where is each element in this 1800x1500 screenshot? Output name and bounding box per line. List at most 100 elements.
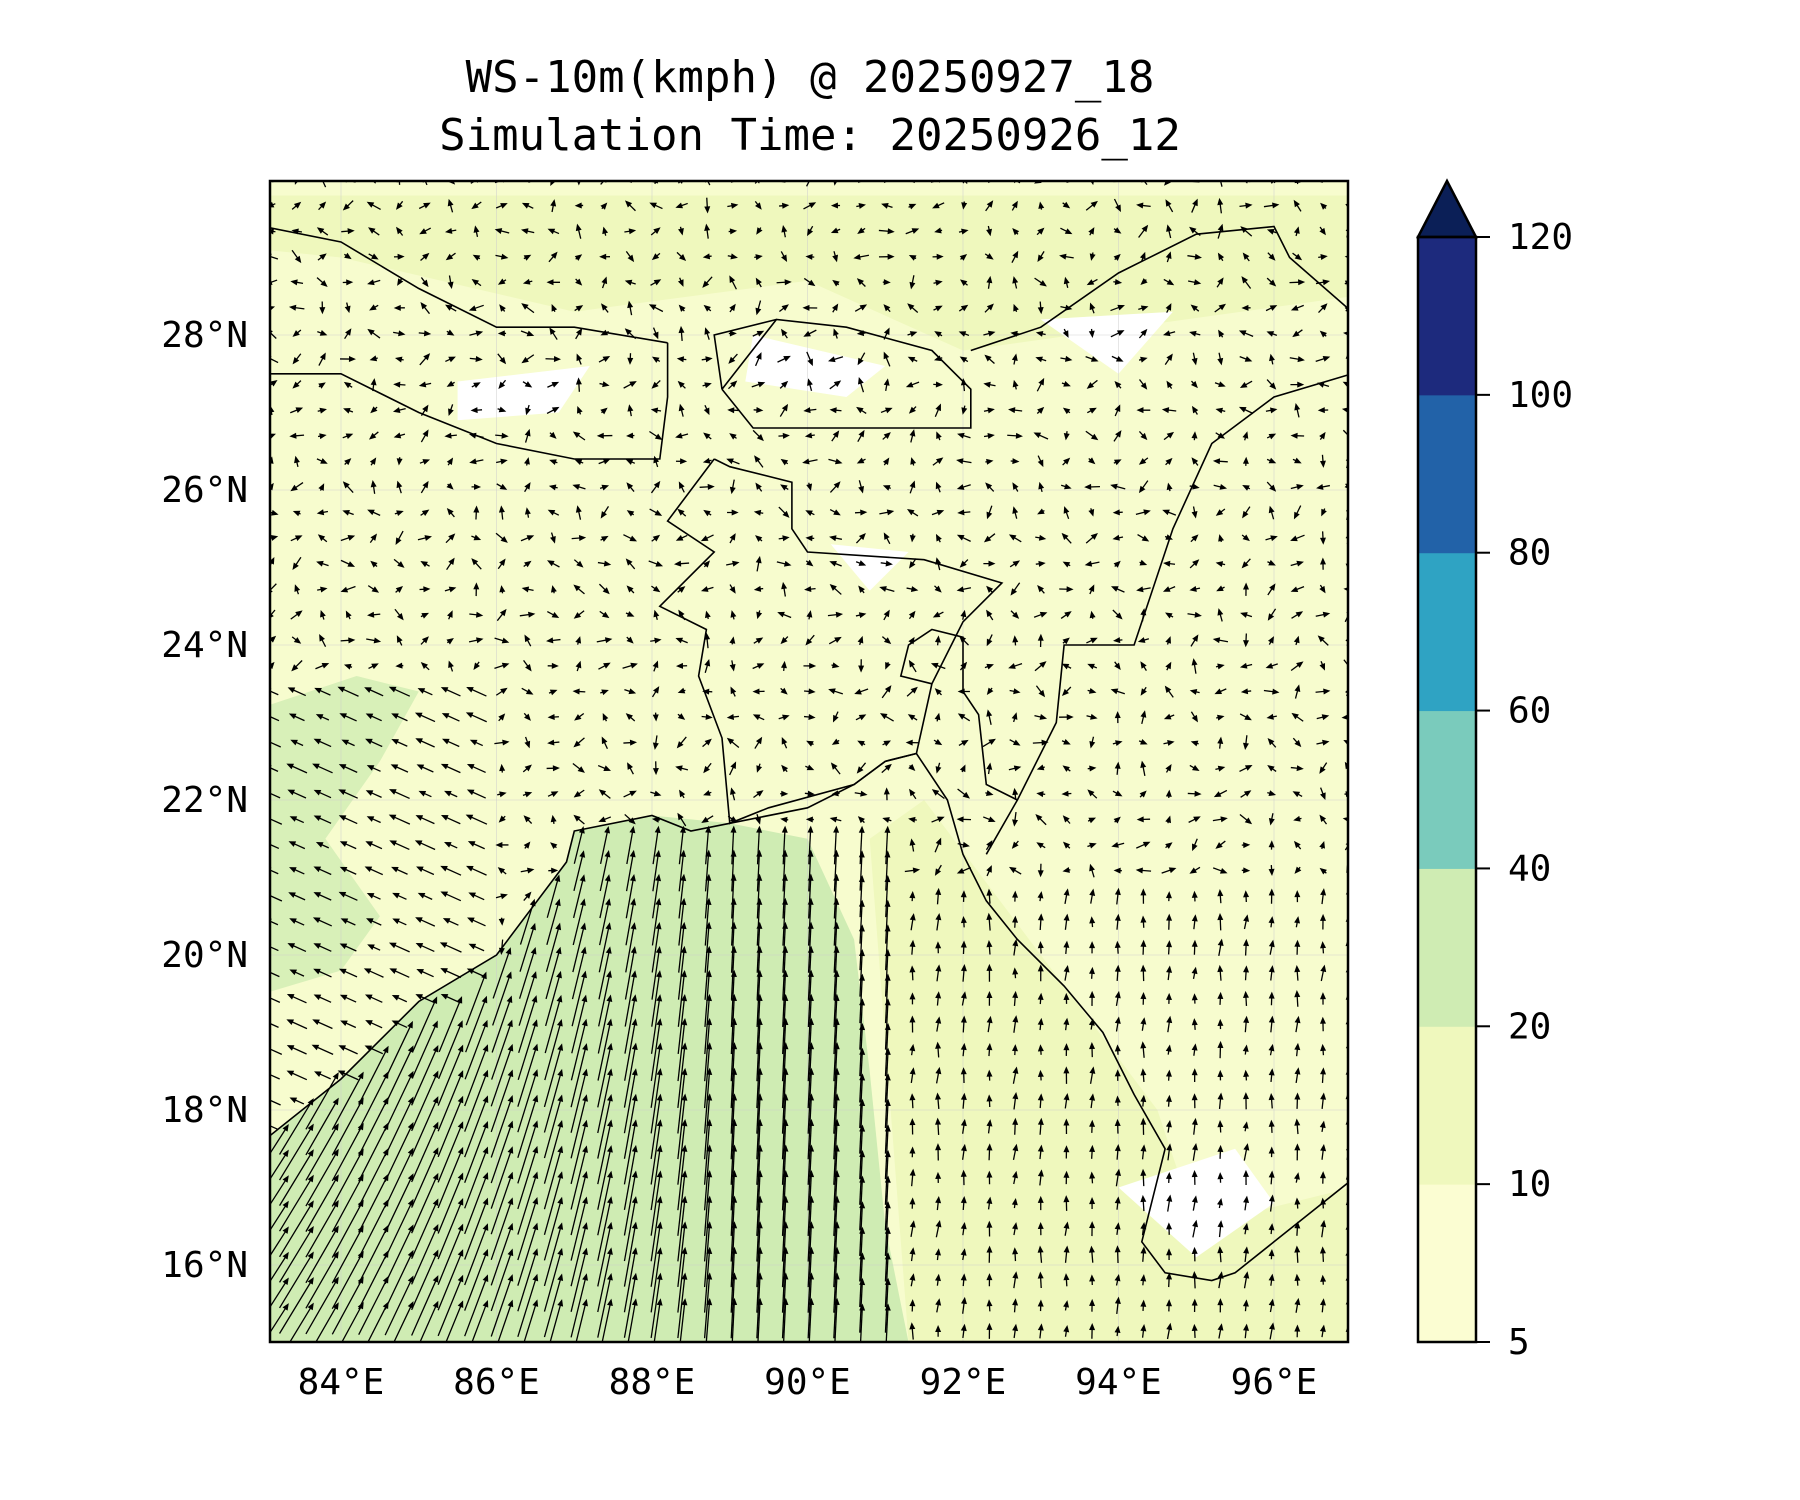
wind-arrow — [1318, 254, 1328, 260]
wind-arrow — [1294, 402, 1301, 418]
wind-arrow — [522, 764, 532, 773]
wind-arrow — [1138, 430, 1148, 441]
wind-arrow — [598, 898, 612, 946]
wind-arrow — [446, 508, 455, 518]
wind-arrow — [905, 739, 920, 746]
wind-arrow — [650, 407, 662, 414]
wind-arrow — [1242, 456, 1249, 466]
wind-arrow — [650, 1018, 663, 1082]
wind-arrow — [651, 252, 661, 261]
wind-arrow — [653, 609, 660, 620]
wind-arrow — [490, 1171, 514, 1235]
wind-arrow — [803, 329, 817, 337]
wind-arrow — [1320, 1274, 1327, 1285]
wind-arrow — [1165, 457, 1173, 466]
wind-arrow — [444, 586, 457, 593]
wind-arrow — [1243, 938, 1250, 956]
wind-arrow — [411, 1121, 439, 1183]
wind-arrow — [466, 764, 486, 774]
wind-arrow — [677, 1067, 688, 1134]
wind-arrow — [803, 407, 817, 414]
wind-arrow — [469, 611, 484, 618]
wind-arrow — [523, 660, 532, 672]
wind-arrow — [1113, 198, 1121, 213]
wind-arrow — [833, 328, 839, 339]
wind-arrow — [523, 712, 531, 721]
wind-arrow — [319, 301, 326, 315]
wind-arrow — [1217, 1120, 1224, 1133]
wind-arrow — [1190, 740, 1199, 747]
wind-arrow — [1189, 585, 1201, 592]
wind-arrow — [1140, 661, 1147, 672]
wind-arrow — [883, 304, 891, 313]
wind-arrow — [803, 202, 817, 210]
wind-arrow — [909, 533, 916, 543]
wind-arrow — [1011, 200, 1018, 211]
wind-arrow — [1266, 457, 1277, 464]
wind-arrow — [466, 789, 486, 799]
wind-arrow — [1114, 964, 1121, 981]
wind-arrow — [1320, 964, 1327, 982]
wind-arrow — [1243, 1323, 1250, 1339]
wind-arrow — [490, 1248, 514, 1312]
wind-arrow — [1140, 992, 1147, 1005]
lon-tick-label: 94°E — [1075, 1362, 1162, 1403]
wind-arrow — [1138, 356, 1148, 363]
wind-arrow — [1086, 713, 1098, 720]
wind-arrow — [881, 685, 892, 699]
wind-arrow — [394, 356, 404, 363]
wind-arrow — [623, 1247, 638, 1313]
wind-arrow — [677, 1272, 688, 1339]
wind-arrow — [752, 714, 765, 721]
wind-arrow — [547, 714, 559, 721]
wind-arrow — [1317, 381, 1330, 388]
wind-arrow — [985, 790, 994, 796]
wind-arrow — [1267, 790, 1277, 797]
wind-arrow — [318, 483, 325, 491]
wind-arrow — [1037, 633, 1044, 647]
wind-arrow — [270, 997, 281, 1003]
wind-arrow — [728, 353, 738, 364]
wind-arrow — [573, 814, 585, 825]
wind-arrow — [675, 432, 689, 439]
wind-arrow — [1191, 506, 1198, 519]
wind-arrow — [986, 912, 993, 931]
wind-arrow — [677, 586, 686, 593]
wind-arrow — [420, 636, 429, 645]
wind-arrow — [857, 352, 866, 366]
wind-arrow — [675, 458, 688, 465]
wind-arrow — [290, 535, 303, 542]
wind-arrow — [338, 789, 358, 799]
wind-arrow — [490, 1222, 514, 1286]
wind-arrow — [778, 506, 790, 518]
wind-arrow — [519, 611, 536, 618]
wind-arrow — [857, 816, 865, 824]
wind-arrow — [856, 762, 867, 774]
wind-arrow — [464, 1120, 489, 1183]
wind-arrow — [625, 558, 636, 570]
wind-arrow — [1012, 635, 1019, 646]
wind-arrow — [1087, 687, 1097, 694]
wind-arrow — [1089, 1144, 1096, 1159]
wind-arrow — [1243, 1195, 1250, 1211]
wind-arrow — [1166, 1299, 1173, 1312]
wind-arrow — [1243, 914, 1250, 930]
wind-arrow — [289, 816, 305, 824]
wind-arrow — [440, 815, 461, 825]
wind-arrow — [650, 1144, 663, 1211]
wind-arrow — [932, 202, 945, 209]
wind-arrow — [1114, 711, 1121, 724]
wind-arrow — [497, 353, 507, 365]
contour-10-20-north — [270, 195, 1348, 351]
wind-arrow — [1089, 610, 1096, 619]
wind-arrow — [1292, 329, 1303, 338]
wind-arrow — [270, 1200, 289, 1232]
wind-arrow — [650, 790, 662, 797]
wind-arrow — [395, 586, 404, 593]
wind-arrow — [1242, 1044, 1249, 1055]
wind-arrow — [677, 994, 688, 1055]
wind-arrow — [367, 1301, 389, 1342]
wind-arrow — [959, 559, 969, 568]
wind-arrow — [651, 686, 660, 698]
